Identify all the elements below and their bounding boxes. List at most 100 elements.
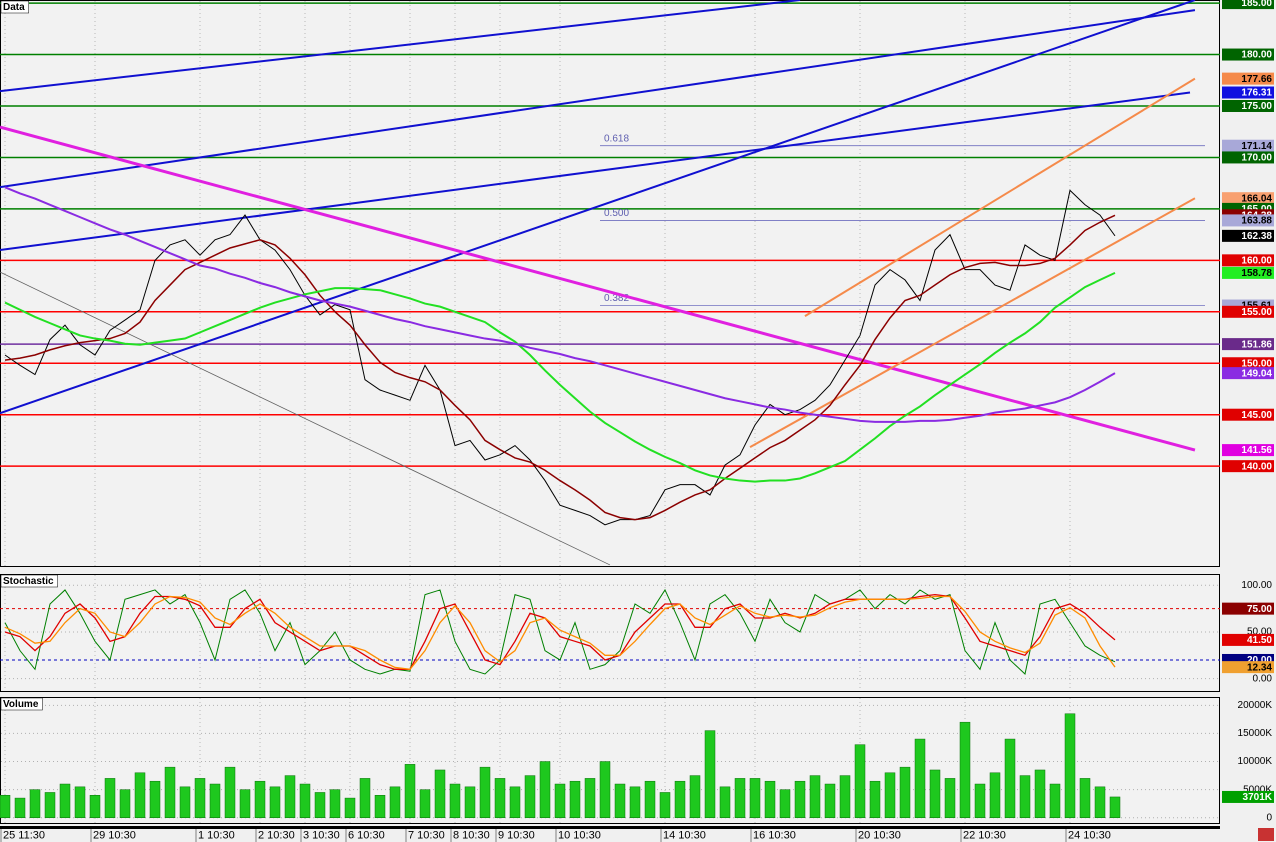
axis-value-box: [1222, 444, 1274, 457]
axis-value-label: 158.78: [1241, 268, 1272, 279]
y-tick-label: 10000K: [1238, 756, 1273, 767]
axis-value-label: 175.00: [1241, 101, 1272, 112]
axis-value-box: [1222, 229, 1274, 242]
axis-value-box: [1222, 305, 1274, 318]
x-tick-label: 24 10:30: [1068, 829, 1111, 841]
volume-bar: [104, 778, 116, 819]
axis-value-box: [1222, 602, 1274, 615]
volume-bar: [1079, 778, 1091, 819]
axis-value-box: [1222, 48, 1274, 61]
series-line: [4, 593, 1116, 670]
axis-value-box: [1222, 633, 1274, 646]
axis-value-box: [1222, 0, 1274, 10]
y-tick-label: 100.00: [1241, 580, 1272, 591]
axis-value-label: 170.00: [1241, 153, 1272, 164]
volume-bar: [239, 789, 251, 819]
volume-bar: [494, 778, 506, 819]
axis-value-box: [1222, 151, 1274, 164]
x-tick-label: 20 10:30: [858, 829, 901, 841]
volume-bar: [509, 786, 521, 819]
volume-bar: [404, 764, 416, 819]
volume-bar: [89, 795, 101, 819]
axis-value-label: 160.00: [1241, 255, 1272, 266]
panel-title: Volume: [3, 699, 39, 710]
volume-bar: [1004, 738, 1016, 819]
volume-bar: [689, 775, 701, 819]
y-tick-label: 20000K: [1238, 700, 1273, 711]
series-line: [4, 189, 1116, 526]
axis-value-label: 41.50: [1247, 635, 1272, 646]
volume-bar: [929, 769, 941, 819]
y-tick-label: 5000K: [1243, 784, 1272, 795]
volume-bar: [0, 795, 11, 819]
axis-value-label: 185.00: [1241, 0, 1272, 9]
volume-bar: [1034, 769, 1046, 819]
volume-bar: [29, 789, 41, 819]
panel-title-box: [0, 574, 58, 588]
axis-value-label: 151.86: [1241, 339, 1272, 350]
trendline: [0, 0, 1196, 415]
volume-bar: [1094, 786, 1106, 819]
volume-bar: [959, 721, 971, 819]
trendline: [749, 197, 1196, 448]
volume-bar: [914, 738, 926, 819]
axis-value-box: [1222, 367, 1274, 380]
volume-bar: [749, 778, 761, 819]
axis-value-label: 177.66: [1241, 74, 1272, 85]
axis-value-label: 150.00: [1241, 358, 1272, 369]
x-tick-label: 8 10:30: [453, 829, 490, 841]
volume-bar: [614, 783, 626, 819]
x-tick-label: 6 10:30: [348, 829, 385, 841]
axis-value-label: 141.56: [1241, 445, 1272, 456]
axis-value-box: [1222, 266, 1274, 279]
stochastic-panel: [0, 574, 1220, 692]
volume-bar: [149, 780, 161, 819]
series-line: [4, 271, 1116, 483]
volume-bar: [734, 778, 746, 819]
volume-bar: [59, 783, 71, 819]
axis-value-box: [1222, 357, 1274, 370]
volume-bar: [374, 795, 386, 819]
volume-bar: [299, 783, 311, 819]
corner-button[interactable]: [1258, 828, 1274, 841]
x-tick-label: 29 10:30: [93, 829, 136, 841]
volume-bar: [194, 778, 206, 819]
volume-bar: [629, 786, 641, 819]
volume-bar: [359, 778, 371, 819]
axis-value-label: 166.04: [1241, 193, 1272, 204]
volume-bar: [884, 772, 896, 819]
axis-value-box: [1222, 86, 1274, 99]
volume-bar: [779, 789, 791, 819]
volume-bar: [74, 786, 86, 819]
panel-title: Stochastic: [3, 576, 54, 587]
axis-value-box: [1222, 460, 1274, 473]
x-tick-label: 7 10:30: [408, 829, 445, 841]
x-axis-strip: [0, 826, 1220, 829]
fib-label: 0.382: [604, 293, 629, 304]
axis-value-label: 140.00: [1241, 461, 1272, 472]
volume-bar: [794, 780, 806, 819]
volume-bar: [314, 792, 326, 819]
volume-bar: [434, 769, 446, 819]
axis-value-label: 20.00: [1247, 655, 1272, 666]
trendline: [0, 0, 801, 93]
axis-value-box: [1222, 254, 1274, 267]
volume-bar: [254, 780, 266, 819]
volume-bar: [284, 775, 296, 819]
volume-bar: [389, 786, 401, 819]
volume-bar: [344, 797, 356, 819]
volume-bar: [974, 783, 986, 819]
volume-bar: [224, 766, 236, 819]
x-tick-label: 14 10:30: [663, 829, 706, 841]
y-tick-label: 15000K: [1238, 728, 1273, 739]
volume-bar: [644, 780, 656, 819]
y-tick-label: 50.00: [1247, 627, 1272, 638]
volume-bar: [449, 783, 461, 819]
volume-bar: [44, 792, 56, 819]
y-tick-label: 0: [1266, 812, 1272, 823]
volume-bar: [989, 772, 1001, 819]
trendline: [0, 271, 611, 566]
volume-bar: [854, 744, 866, 819]
volume-bar: [1109, 796, 1121, 819]
series-line: [4, 595, 1116, 670]
